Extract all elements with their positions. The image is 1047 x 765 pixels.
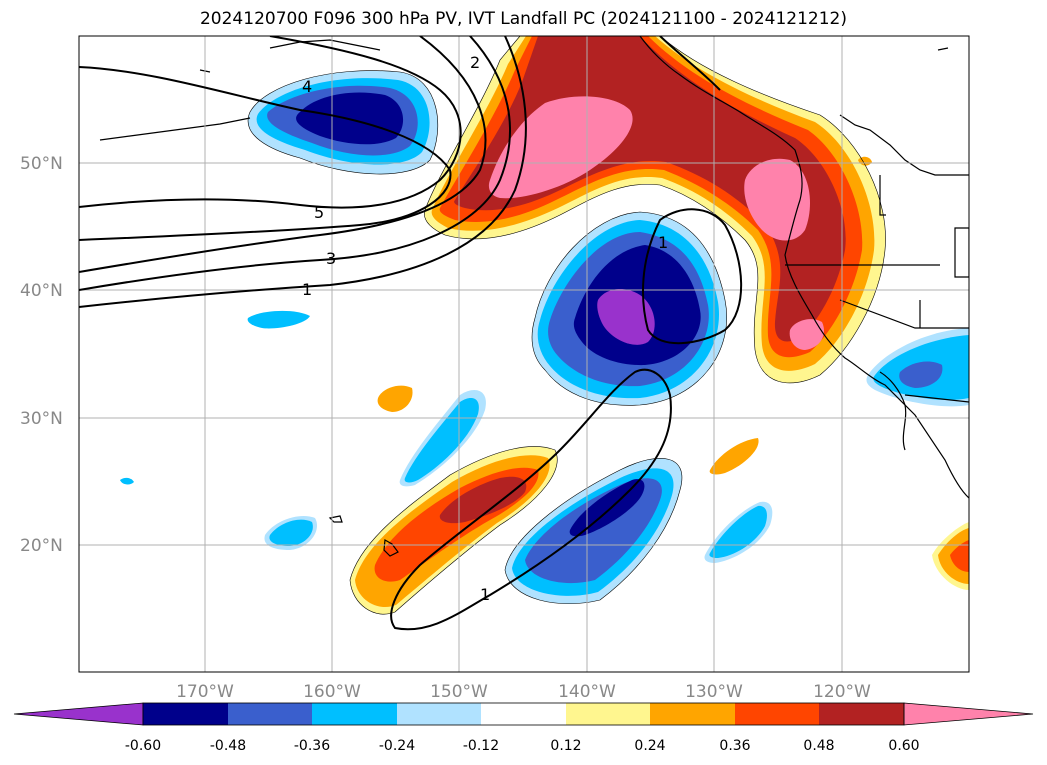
negative-pc-regions bbox=[120, 70, 969, 604]
lat-label: 40°N bbox=[20, 281, 63, 301]
lat-label: 30°N bbox=[20, 409, 63, 429]
lon-label: 160°W bbox=[303, 682, 361, 702]
colorbar-segment bbox=[481, 703, 566, 725]
colorbar-tick-label: -0.12 bbox=[463, 738, 499, 754]
colorbar-segment bbox=[735, 703, 819, 725]
colorbar-segment bbox=[397, 703, 481, 725]
colorbar-tick-label: 0.36 bbox=[719, 738, 750, 754]
colorbar-segment bbox=[228, 703, 312, 725]
colorbar-segment bbox=[312, 703, 397, 725]
positive-pc-regions bbox=[350, 36, 969, 615]
colorbar-segment bbox=[819, 703, 904, 725]
contour-label: 1 bbox=[480, 585, 490, 604]
map-frame bbox=[78, 35, 970, 673]
colorbar-tick-label: -0.24 bbox=[379, 738, 415, 754]
lon-label: 140°W bbox=[558, 682, 616, 702]
contour-label: 1 bbox=[302, 280, 312, 299]
lon-label: 120°W bbox=[813, 682, 871, 702]
map-title: 2024120700 F096 300 hPa PV, IVT Landfall… bbox=[199, 9, 847, 29]
colorbar-tick-label: -0.48 bbox=[210, 738, 246, 754]
colorbar-segment bbox=[650, 703, 735, 725]
contour-labels: 2 4 5 3 1 1 1 bbox=[302, 53, 668, 604]
pv-contours bbox=[79, 36, 743, 631]
contour-label: 4 bbox=[302, 77, 312, 96]
colorbar-segment bbox=[566, 703, 650, 725]
colorbar-tick-label: 0.60 bbox=[888, 738, 919, 754]
colorbar-extend-max bbox=[903, 702, 1034, 726]
colorbar-tick-label: 0.12 bbox=[550, 738, 581, 754]
colorbar-extend-min bbox=[13, 702, 144, 726]
colorbar-tick-label: 0.24 bbox=[634, 738, 665, 754]
colorbar: -0.60 -0.48 -0.36 -0.24 -0.12 0.12 0.24 … bbox=[13, 702, 1034, 754]
colorbar-tick-label: 0.48 bbox=[803, 738, 834, 754]
lon-label: 130°W bbox=[685, 682, 743, 702]
lon-label: 150°W bbox=[430, 682, 488, 702]
contour-label: 2 bbox=[470, 53, 480, 72]
longitude-labels: 170°W 160°W 150°W 140°W 130°W 120°W bbox=[176, 682, 871, 702]
contour-label: 3 bbox=[326, 249, 336, 268]
lon-label: 170°W bbox=[176, 682, 234, 702]
contour-label: 5 bbox=[314, 203, 324, 222]
latitude-labels: 50°N 40°N 30°N 20°N bbox=[20, 154, 63, 556]
contour-label: 1 bbox=[658, 233, 668, 252]
map-panel: 2 4 5 3 1 1 1 bbox=[79, 36, 969, 672]
colorbar-tick-label: -0.36 bbox=[294, 738, 330, 754]
colorbar-segment bbox=[143, 703, 228, 725]
lat-label: 50°N bbox=[20, 154, 63, 174]
colorbar-tick-label: -0.60 bbox=[125, 738, 161, 754]
lat-label: 20°N bbox=[20, 536, 63, 556]
